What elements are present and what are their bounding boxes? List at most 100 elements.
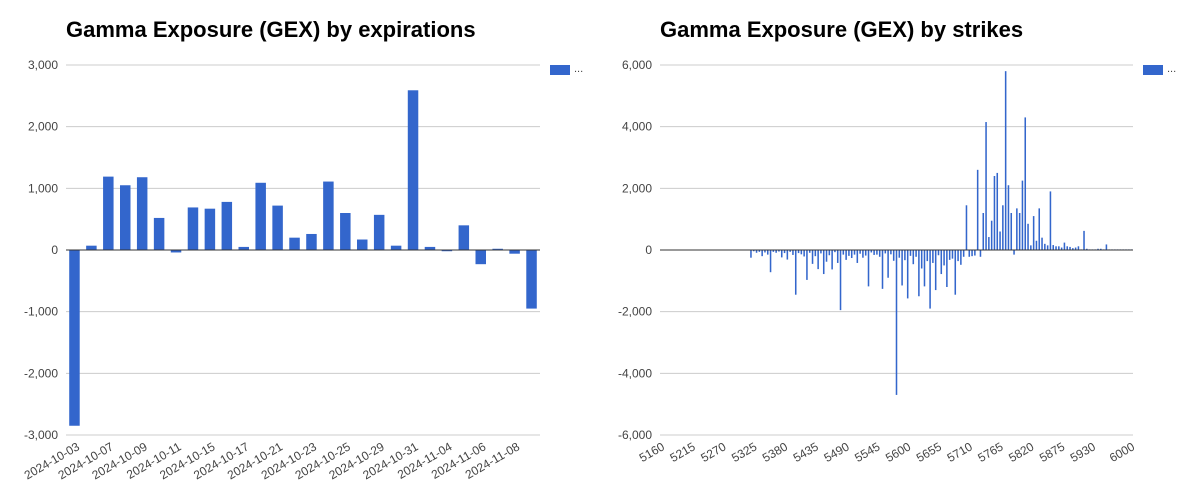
bar [1024,117,1026,250]
bar [323,182,333,250]
y-tick-label: -4,000 [618,366,652,380]
bar [820,250,822,253]
bar [938,250,940,255]
bar [1050,191,1052,250]
bar [222,202,232,250]
x-tick-label: 5765 [975,439,1005,465]
bar [988,237,990,250]
legend-label[interactable]: ... [574,63,583,75]
bar [289,238,299,250]
bar [963,250,965,257]
bar [996,173,998,250]
bar [960,250,962,265]
y-tick-label: 4,000 [622,120,652,134]
bar [1066,246,1068,250]
bar [526,250,536,309]
x-tick-label: 5270 [698,439,728,465]
bar [899,250,901,258]
bar [1078,246,1080,250]
bar [69,250,79,426]
bar [306,234,316,250]
bar [817,250,819,269]
bar [408,90,418,250]
bar [924,250,926,286]
bar [826,250,828,262]
y-tick-label: -3,000 [24,428,58,442]
bar [890,250,892,254]
bar [980,250,982,257]
x-tick-label: 5160 [637,439,667,465]
x-tick-label: 5380 [760,439,790,465]
bar [792,250,794,255]
bar [991,221,993,250]
bar [966,205,968,250]
bar [1055,246,1057,250]
y-tick-label: 6,000 [622,58,652,72]
bar [943,250,945,265]
x-tick-label: 5710 [945,439,975,465]
x-tick-label: 5875 [1037,439,1067,465]
bar [1005,71,1007,250]
bar [854,250,856,255]
bar [1016,208,1018,250]
bar [913,250,915,264]
bar [795,250,797,295]
bar [952,250,954,259]
bar [787,250,789,260]
bar [974,250,976,256]
bar [1106,244,1108,250]
bar [1027,224,1029,250]
bar [879,250,881,257]
bar [977,170,979,250]
bar [750,250,752,258]
y-tick-label: -2,000 [618,305,652,319]
gex-expirations-chart: Gamma Exposure (GEX) by expirations 3,00… [0,0,592,497]
bar [1058,246,1060,250]
x-tick-label: 5435 [791,439,821,465]
bar [843,250,845,255]
bar [941,250,943,274]
x-tick-label: 5820 [1006,439,1036,465]
bar [812,250,814,264]
bar [859,250,861,254]
bar [120,185,130,250]
y-tick-label: 2,000 [28,120,58,134]
bar [1036,241,1038,250]
bar [851,250,853,258]
expirations-plot: 3,0002,0001,0000-1,000-2,000-3,0002024-1… [0,0,592,497]
bar [1038,208,1040,250]
bar [848,250,850,256]
bar [882,250,884,289]
bar [205,209,215,250]
bar [994,176,996,250]
legend-label[interactable]: ... [1167,63,1176,75]
x-tick-label: 5215 [668,439,698,465]
bar [1047,245,1049,250]
bar [868,250,870,286]
bar [910,250,912,256]
bar [357,240,367,250]
bar [801,250,803,254]
bar [823,250,825,274]
bar [137,177,147,250]
bar [1064,243,1066,250]
bar [1002,205,1004,250]
bar [929,250,931,309]
bar [391,246,401,250]
bar [806,250,808,280]
y-tick-label: 0 [645,243,652,257]
bar [829,250,831,255]
x-tick-label: 5545 [852,439,882,465]
bar [985,122,987,250]
y-tick-label: -1,000 [24,305,58,319]
bar [857,250,859,263]
bar [837,250,839,263]
bar [86,246,96,250]
bar [188,207,198,250]
bar [971,250,973,256]
bar [932,250,934,263]
bar [154,218,164,250]
bar [955,250,957,295]
bar [340,213,350,250]
x-tick-label: 5930 [1068,439,1098,465]
